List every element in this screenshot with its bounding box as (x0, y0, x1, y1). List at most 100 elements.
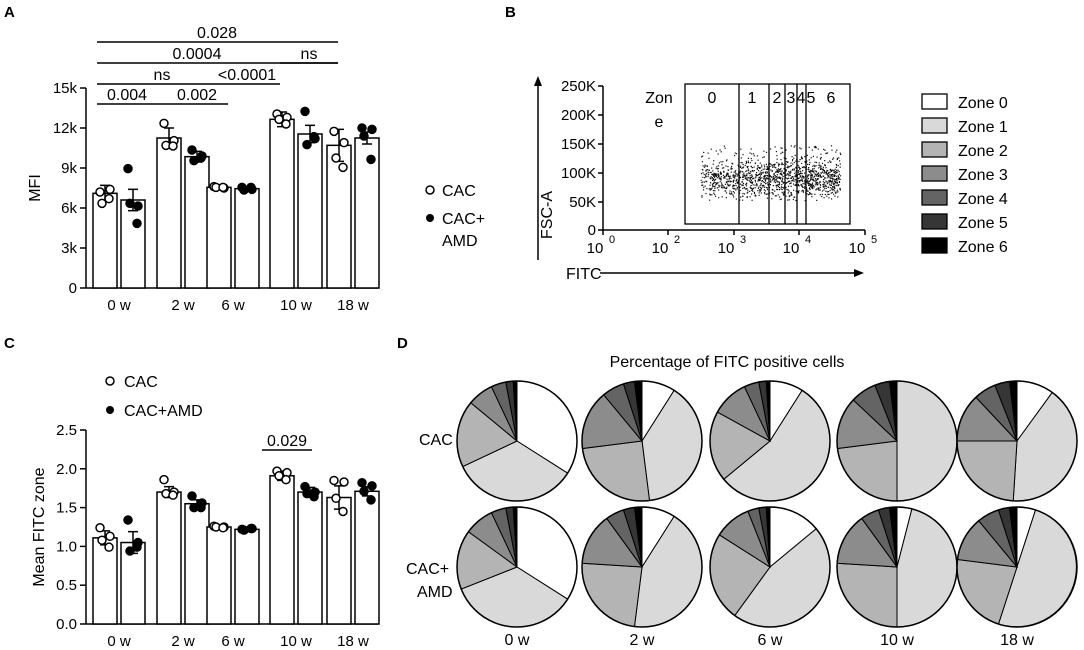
event-dot (729, 184, 731, 186)
event-dot (781, 179, 784, 181)
event-dot (736, 186, 738, 189)
event-dot (754, 179, 756, 181)
event-dot (804, 180, 806, 182)
event-dot (829, 187, 831, 189)
event-dot (809, 169, 811, 172)
event-dot (776, 177, 778, 180)
row-label-cac-amd-2: AMD (417, 584, 453, 601)
event-dot (809, 187, 811, 189)
event-dot (828, 193, 830, 195)
event-dot (780, 188, 782, 190)
event-dot (741, 171, 743, 173)
zone-legend-label: Zone 0 (958, 95, 1008, 112)
event-dot (759, 167, 761, 169)
event-dot (764, 168, 766, 170)
event-dot (770, 163, 772, 165)
event-dot (834, 172, 836, 174)
event-dot (751, 167, 753, 169)
event-dot (704, 164, 706, 166)
event-dot (737, 174, 739, 176)
event-dot (743, 166, 745, 168)
event-dot (721, 185, 723, 187)
event-dot (761, 177, 763, 179)
event-dot (721, 183, 723, 186)
event-dot (839, 189, 841, 191)
event-dot (764, 166, 766, 168)
event-dot (716, 168, 718, 170)
event-dot (807, 181, 809, 183)
y-tick-label: 0.5 (56, 577, 77, 594)
event-dot (741, 167, 743, 169)
event-dot (714, 186, 716, 188)
event-dot (790, 162, 792, 164)
event-dot (829, 184, 831, 186)
event-dot (787, 166, 789, 168)
event-dot (777, 185, 780, 188)
event-dot (726, 172, 728, 174)
event-dot (771, 176, 773, 178)
event-dot (789, 183, 791, 185)
event-dot (764, 179, 766, 181)
event-dot (759, 190, 761, 192)
event-dot (769, 165, 771, 167)
pie-slice (836, 562, 898, 628)
event-dot (706, 173, 708, 175)
gate-label: 5 (807, 90, 816, 107)
event-dot (742, 179, 744, 181)
event-dot (758, 178, 760, 181)
event-dot (730, 193, 732, 195)
row-label-cac-amd-1: CAC+ (406, 561, 449, 578)
event-dot (721, 164, 723, 166)
event-dot (763, 192, 766, 194)
event-dot (761, 180, 763, 182)
panel-c-chart: 0.0 0.5 1.0 1.5 2.0 2.5 Mean FITC zone 0 w 2 w 6 … (31, 422, 380, 650)
event-dot (824, 165, 826, 167)
event-dot (712, 178, 714, 180)
event-dot (781, 162, 783, 164)
event-dot (725, 174, 727, 176)
event-dot (809, 162, 811, 164)
event-dot (773, 177, 775, 179)
event-dot (791, 160, 794, 162)
event-dot (779, 187, 781, 189)
data-point-filled (125, 546, 135, 556)
event-dot (709, 194, 711, 196)
event-dot (779, 163, 781, 165)
event-dot (770, 169, 772, 171)
event-dot (833, 186, 835, 188)
event-dot (715, 173, 717, 175)
event-dot (830, 192, 832, 194)
event-dot (806, 180, 808, 182)
event-dot (836, 164, 838, 166)
event-dot (723, 176, 725, 178)
event-dot (769, 192, 771, 194)
event-dot (757, 166, 759, 168)
legend-cac-amd-2: AMD (442, 233, 478, 250)
event-dot (712, 183, 715, 185)
data-point-filled (366, 495, 376, 505)
event-dot (706, 181, 708, 183)
event-dot (721, 196, 723, 198)
data-point-filled (367, 124, 377, 135)
event-dot (833, 178, 835, 180)
event-dot (834, 170, 836, 173)
event-dot (758, 192, 760, 194)
event-dot (723, 177, 725, 179)
data-point-filled (309, 131, 319, 142)
event-dot (732, 163, 734, 165)
event-dot (816, 184, 818, 186)
zone-legend-label: Zone 3 (958, 167, 1008, 184)
event-dot (717, 153, 719, 155)
event-dot (778, 169, 780, 171)
event-dot (819, 166, 821, 168)
event-dot (717, 165, 720, 167)
bar (120, 541, 146, 625)
event-dot (764, 190, 766, 192)
pie-outline (709, 506, 831, 628)
data-point-open (97, 535, 107, 545)
event-dot (806, 176, 808, 178)
event-dot (814, 173, 817, 175)
event-dot (710, 188, 712, 190)
event-dot (759, 173, 761, 175)
event-dot (792, 177, 795, 179)
